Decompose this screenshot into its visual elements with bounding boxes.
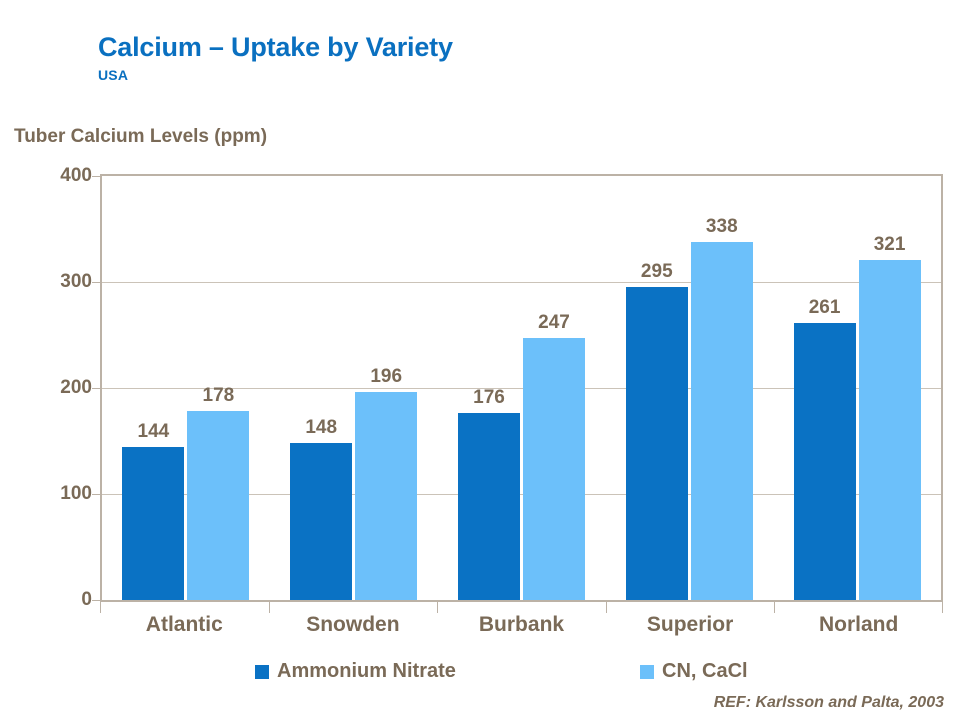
y-axis-tick-mark (92, 176, 100, 177)
bar-atlantic-series1[interactable] (187, 411, 250, 600)
x-axis-tick-mark (942, 602, 943, 613)
x-axis-tick-labels: Atlantic Snowden Burbank Superior Norland (100, 613, 943, 637)
x-axis-category-burbank: Burbank (478, 613, 565, 636)
legend-label: Ammonium Nitrate (277, 660, 456, 682)
bar-column[interactable]: 178 (187, 176, 250, 600)
x-axis-tick-mark (774, 602, 776, 613)
title-block: Calcium – Uptake by Variety USA (98, 32, 453, 84)
x-axis-category-superior: Superior (646, 613, 734, 636)
legend-label: CN, CaCl (662, 660, 748, 682)
bar-superior-series0[interactable] (625, 287, 688, 600)
gridline (102, 282, 941, 283)
y-axis-tick-labels: 0 100 200 300 400 (20, 165, 92, 610)
bar-group: 144 178 (102, 176, 270, 600)
bar-column[interactable]: 261 (793, 176, 856, 600)
reference-citation: REF: Karlsson and Palta, 2003 (713, 694, 944, 711)
bar-group: 148 196 (270, 176, 438, 600)
legend-swatch-icon (640, 664, 654, 679)
gridline (102, 494, 941, 495)
x-axis-tick-mark (437, 602, 439, 613)
bar-value-label: 178 (202, 385, 235, 407)
bar-norland-series0[interactable] (793, 323, 856, 600)
x-axis-category-snowden: Snowden (306, 613, 400, 636)
bar-value-label: 295 (640, 261, 673, 283)
gridline (102, 388, 941, 389)
bar-burbank-series1[interactable] (522, 338, 585, 600)
page-subtitle: USA (98, 67, 129, 84)
y-axis-ticks (92, 174, 100, 602)
y-axis-tick-label: 100 (60, 483, 92, 504)
bar-value-label: 247 (538, 312, 570, 334)
y-axis-tick-label: 0 (81, 589, 92, 610)
bars-layer: 144 178 148 196 176 247 295 338 261 321 (102, 176, 941, 600)
bar-value-label: 144 (137, 421, 170, 443)
page-title: Calcium – Uptake by Variety (98, 32, 453, 62)
bar-superior-series1[interactable] (690, 241, 753, 600)
x-axis-category-norland: Norland (819, 613, 899, 636)
bar-value-label: 338 (705, 215, 738, 237)
bar-value-label: 261 (808, 297, 841, 319)
x-axis-tick-mark (268, 602, 270, 613)
bar-column[interactable]: 321 (858, 176, 921, 600)
y-axis-tick-mark (92, 600, 100, 601)
bar-column[interactable]: 148 (290, 176, 353, 600)
bar-value-label: 196 (370, 366, 403, 388)
bar-column[interactable]: 295 (625, 176, 688, 600)
bar-column[interactable]: 196 (355, 176, 418, 600)
x-axis-tick-mark (605, 602, 607, 613)
x-axis-ticks (100, 602, 943, 613)
y-axis-tick-label: 300 (60, 271, 92, 292)
bar-atlantic-series0[interactable] (122, 447, 185, 600)
bar-group: 176 247 (438, 176, 606, 600)
bar-burbank-series0[interactable] (457, 413, 520, 600)
bar-snowden-series1[interactable] (355, 392, 418, 600)
y-axis-tick-label: 400 (60, 165, 92, 186)
y-axis-title: Tuber Calcium Levels (ppm) (14, 126, 268, 147)
y-axis-tick-mark (92, 282, 100, 283)
legend-item[interactable]: CN, CaCl (640, 660, 748, 683)
bar-column[interactable]: 338 (690, 176, 753, 600)
bar-column[interactable]: 176 (457, 176, 520, 600)
bar-norland-series1[interactable] (858, 259, 921, 600)
x-axis-category-atlantic: Atlantic (145, 613, 223, 636)
bar-column[interactable]: 247 (522, 176, 585, 600)
y-axis-tick-mark (92, 388, 100, 389)
y-axis-tick-label: 200 (60, 377, 92, 398)
bar-column[interactable]: 144 (122, 176, 185, 600)
y-axis-tick-mark (92, 494, 100, 495)
x-axis-tick-mark (100, 602, 101, 613)
bar-value-label: 321 (873, 233, 906, 255)
legend-swatch-icon (255, 664, 269, 679)
bar-group: 261 321 (773, 176, 941, 600)
chart-legend: Ammonium Nitrate CN, CaCl (255, 660, 800, 683)
legend-item[interactable]: Ammonium Nitrate (255, 660, 640, 683)
bar-value-label: 176 (473, 387, 505, 409)
bar-snowden-series0[interactable] (290, 443, 353, 600)
bar-value-label: 148 (305, 417, 338, 439)
bar-group: 295 338 (605, 176, 773, 600)
